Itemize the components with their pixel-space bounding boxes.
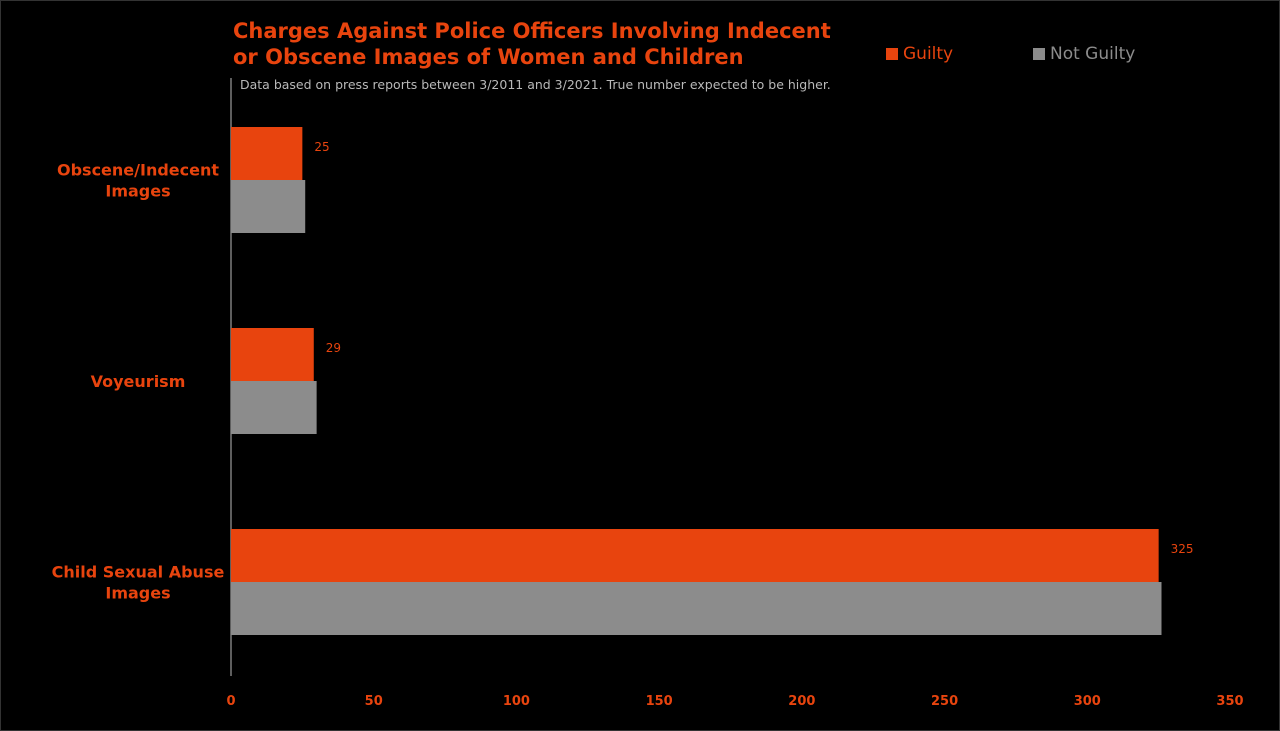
legend-item-not-guilty: Not Guilty [1033, 44, 1135, 64]
legend-swatch-not-guilty [1033, 48, 1045, 60]
chart-title-line-2: or Obscene Images of Women and Children [233, 45, 744, 69]
bar-guilty-2 [231, 529, 1159, 582]
x-tick-label-3: 150 [646, 694, 673, 709]
x-tick-label-7: 350 [1216, 694, 1243, 709]
x-tick-label-1: 50 [365, 694, 383, 709]
legend-label-guilty: Guilty [903, 44, 954, 64]
x-tick-label-4: 200 [788, 694, 815, 709]
category-label-0-line-0: Obscene/Indecent [57, 161, 219, 180]
bar-guilty-1 [231, 328, 314, 381]
x-tick-label-0: 0 [226, 694, 235, 709]
x-tick-label-2: 100 [503, 694, 530, 709]
chart-subtitle: Data based on press reports between 3/20… [240, 77, 831, 92]
data-label-1: 29 [326, 341, 341, 355]
bar-not-guilty-1 [231, 381, 317, 434]
x-tick-label-6: 300 [1074, 694, 1101, 709]
data-label-2: 325 [1171, 542, 1194, 556]
bar-not-guilty-2 [231, 582, 1162, 635]
legend-item-guilty: Guilty [886, 44, 953, 64]
category-label-2-line-0: Child Sexual Abuse [52, 563, 225, 582]
bar-not-guilty-0 [231, 180, 306, 233]
bar-guilty-0 [231, 127, 303, 180]
category-label-2-line-1: Images [105, 584, 170, 603]
data-label-0: 25 [314, 140, 329, 154]
legend-label-not-guilty: Not Guilty [1050, 44, 1136, 64]
chart-title: Charges Against Police Officers Involvin… [233, 18, 873, 70]
x-tick-label-5: 250 [931, 694, 958, 709]
chart-title-line-1: Charges Against Police Officers Involvin… [233, 19, 831, 43]
category-label-1-line-0: Voyeurism [91, 372, 186, 391]
category-label-0-line-1: Images [105, 182, 170, 201]
legend-swatch-guilty [886, 48, 898, 60]
